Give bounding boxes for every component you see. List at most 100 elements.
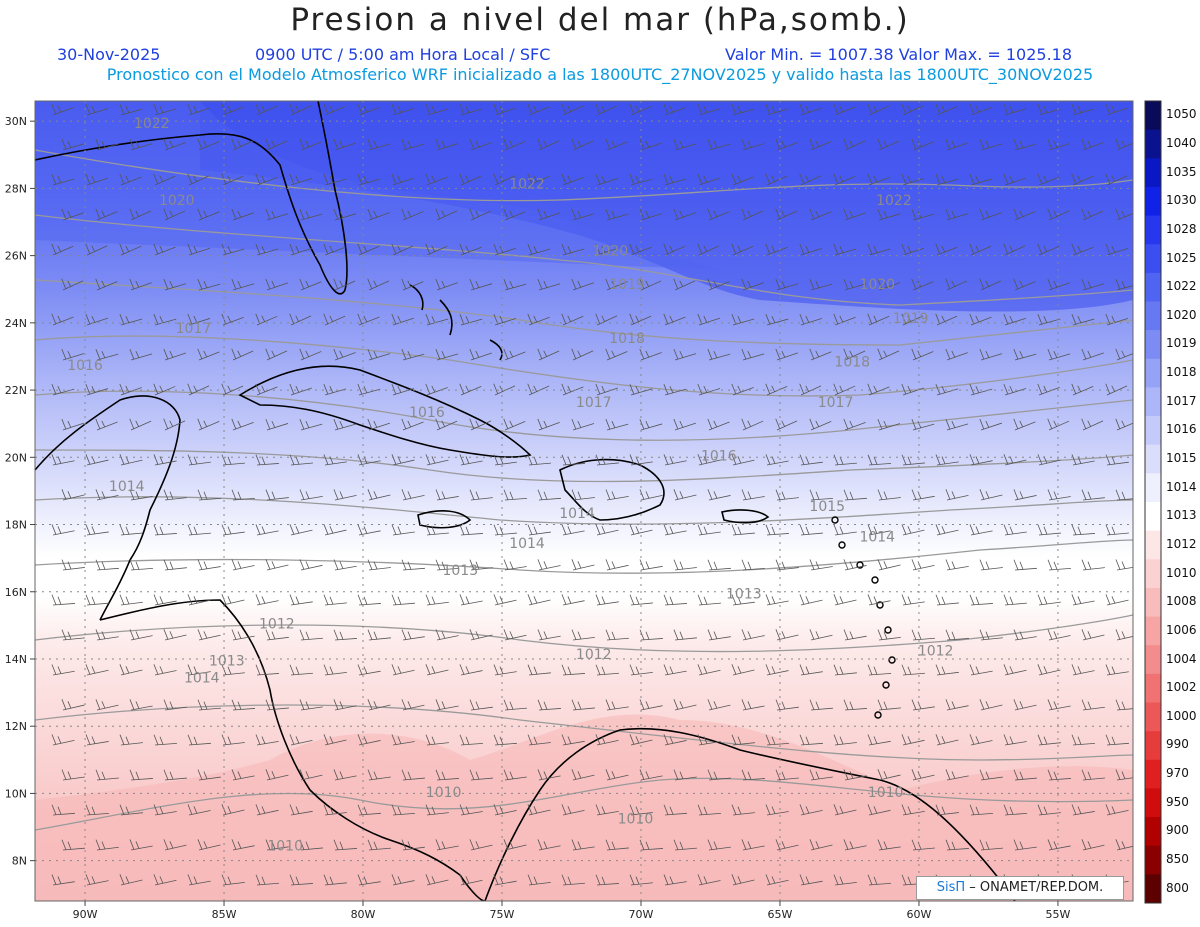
wind-barb-flag bbox=[1003, 804, 1009, 815]
wind-barb-staff bbox=[640, 352, 662, 361]
wind-barb-flag bbox=[979, 769, 985, 780]
wind-barb-flag bbox=[907, 736, 912, 744]
wind-barb-staff bbox=[912, 141, 934, 151]
wind-barb-flag bbox=[1121, 561, 1126, 569]
wind-barb-flag bbox=[679, 350, 684, 358]
wind-barb-staff bbox=[324, 602, 347, 606]
wind-barb-flag bbox=[163, 699, 169, 710]
wind-barb-flag bbox=[119, 383, 125, 395]
wind-barb-staff bbox=[86, 108, 109, 116]
wind-barb-flag bbox=[91, 245, 96, 252]
wind-barb-staff bbox=[164, 283, 187, 291]
wind-barb-flag bbox=[289, 804, 295, 815]
wind-barb-staff bbox=[630, 106, 652, 116]
wind-barb-flag bbox=[765, 383, 771, 394]
wind-barb-flag bbox=[1105, 173, 1111, 184]
wind-barb-flag bbox=[935, 664, 941, 675]
wind-barb-flag bbox=[979, 348, 985, 360]
wind-barb-flag bbox=[747, 701, 752, 709]
wind-barb-staff bbox=[426, 108, 449, 116]
wind-barb-flag bbox=[67, 350, 72, 358]
wind-barb-flag bbox=[357, 174, 363, 185]
wind-barb-staff bbox=[708, 567, 731, 571]
wind-barb-flag bbox=[1077, 316, 1082, 324]
wind-barb-flag bbox=[367, 769, 373, 780]
wind-barb-flag bbox=[231, 489, 237, 500]
wind-barb-staff bbox=[62, 776, 85, 781]
isobar-label: 1014 bbox=[109, 479, 145, 495]
colorbar-segment bbox=[1145, 587, 1161, 618]
wind-barb-flag bbox=[367, 559, 373, 570]
wind-barb-flag bbox=[901, 664, 907, 675]
wind-barb-staff bbox=[86, 317, 109, 326]
wind-barb-staff bbox=[266, 213, 289, 221]
wind-barb-flag bbox=[509, 561, 514, 569]
wind-barb-flag bbox=[289, 173, 295, 185]
wind-barb-flag bbox=[1053, 420, 1058, 427]
wind-barb-staff bbox=[844, 565, 867, 571]
wind-barb-flag bbox=[985, 491, 990, 499]
wind-barb-flag bbox=[187, 313, 193, 325]
lat-tick-label: 30N bbox=[5, 115, 27, 128]
wind-barb-staff bbox=[868, 530, 891, 536]
wind-barb-staff bbox=[1038, 812, 1061, 816]
wind-barb-staff bbox=[800, 671, 823, 676]
wind-barb-flag bbox=[775, 418, 781, 429]
wind-barb-flag bbox=[261, 596, 266, 604]
wind-barb-flag bbox=[295, 385, 300, 393]
wind-barb-staff bbox=[674, 494, 697, 501]
wind-barb-flag bbox=[561, 664, 567, 675]
wind-barb-flag bbox=[57, 245, 62, 252]
wind-barb-staff bbox=[868, 248, 891, 256]
colorbar-label: 1035 bbox=[1166, 164, 1197, 179]
wind-barb-staff bbox=[1004, 669, 1027, 676]
wind-barb-staff bbox=[834, 809, 857, 816]
lon-tick-label: 70W bbox=[629, 908, 654, 921]
wind-barb-flag bbox=[503, 629, 509, 640]
map-frame bbox=[34, 100, 1134, 902]
wind-barb-flag bbox=[843, 769, 849, 780]
wind-barb-flag bbox=[431, 806, 436, 815]
wind-barb-staff bbox=[130, 282, 152, 291]
wind-barb-flag bbox=[61, 699, 67, 710]
wind-barb-flag bbox=[775, 769, 781, 780]
wind-barb-flag bbox=[357, 804, 363, 815]
wind-barb-flag bbox=[255, 313, 261, 324]
wind-barb-flag bbox=[867, 524, 873, 535]
wind-barb-flag bbox=[707, 699, 713, 710]
wind-barb-staff bbox=[800, 107, 822, 116]
wind-barb-flag bbox=[91, 876, 96, 884]
wind-barb-staff bbox=[120, 879, 143, 886]
wind-barb-staff bbox=[912, 213, 935, 221]
wind-barb-flag bbox=[577, 701, 582, 710]
wind-barb-flag bbox=[289, 734, 295, 745]
wind-barb-staff bbox=[154, 670, 177, 676]
wind-barb-staff bbox=[834, 531, 857, 536]
wind-barb-flag bbox=[1087, 631, 1092, 639]
wind-barb-flag bbox=[833, 454, 839, 465]
wind-barb-flag bbox=[561, 313, 567, 324]
wind-barb-flag bbox=[737, 876, 742, 884]
wind-barb-flag bbox=[333, 419, 339, 430]
wind-barb-staff bbox=[130, 420, 152, 431]
wind-barb-flag bbox=[645, 491, 650, 499]
wind-barb-flag bbox=[639, 769, 645, 780]
wind-barb-flag bbox=[805, 456, 810, 465]
wind-barb-flag bbox=[781, 420, 786, 427]
wind-barb-flag bbox=[323, 874, 329, 885]
colorbar-segment bbox=[1145, 129, 1161, 159]
wind-barb-staff bbox=[154, 246, 176, 256]
wind-barb-flag bbox=[193, 736, 198, 745]
wind-barb-flag bbox=[679, 631, 684, 640]
wind-barb-flag bbox=[407, 841, 412, 850]
wind-barb-flag bbox=[673, 629, 679, 640]
wind-barb-flag bbox=[775, 489, 781, 500]
wind-barb-flag bbox=[129, 559, 135, 570]
wind-barb-flag bbox=[1013, 278, 1019, 290]
wind-barb-flag bbox=[561, 173, 567, 185]
wind-barb-flag bbox=[509, 701, 514, 710]
wind-barb-flag bbox=[373, 280, 378, 287]
wind-barb-flag bbox=[153, 314, 159, 325]
wind-barb-flag bbox=[159, 876, 164, 884]
wind-barb-staff bbox=[1038, 459, 1061, 466]
